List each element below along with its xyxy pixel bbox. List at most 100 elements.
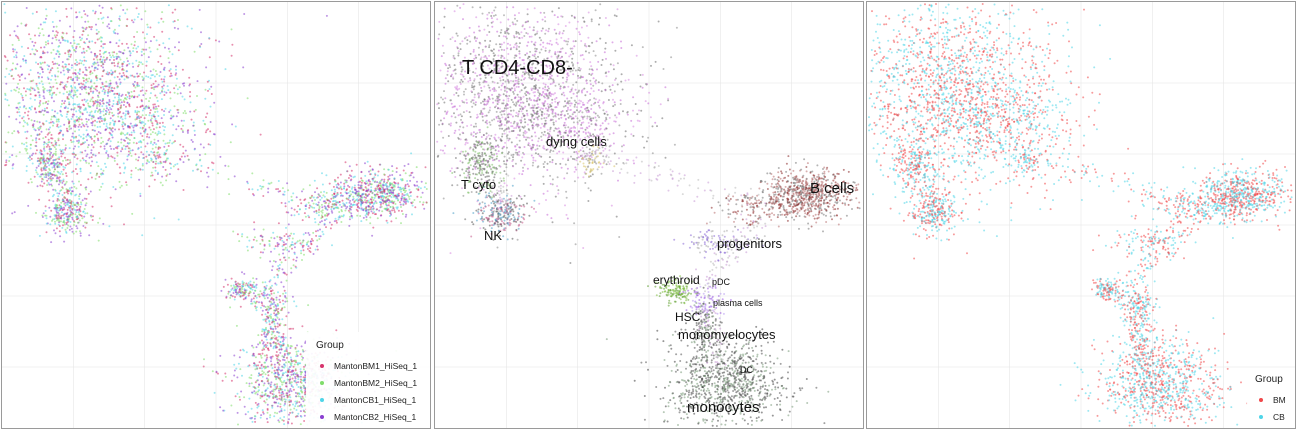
cell-point	[382, 202, 385, 205]
cell-point	[90, 137, 93, 140]
cell-point	[275, 351, 278, 353]
cell-point	[30, 181, 33, 184]
cell-point	[161, 89, 163, 92]
cell-point	[365, 212, 368, 215]
cell-point	[321, 206, 324, 209]
cell-point	[78, 62, 81, 65]
cell-point	[321, 215, 324, 218]
cell-point	[375, 213, 377, 216]
cell-point	[63, 191, 66, 194]
cell-point	[283, 395, 286, 398]
cell-point	[153, 35, 156, 38]
cell-point	[42, 50, 45, 53]
cell-point	[81, 60, 84, 62]
cell-point	[361, 180, 364, 182]
cell-point	[95, 76, 98, 79]
cell-point	[282, 419, 285, 422]
cell-point	[51, 61, 54, 63]
cell-point	[405, 213, 408, 216]
cell-point	[177, 27, 180, 30]
cell-point	[132, 126, 135, 129]
cell-point	[573, 151, 576, 154]
cell-point	[112, 148, 115, 150]
cell-point	[103, 91, 106, 94]
cell-point	[273, 276, 276, 279]
cell-point	[45, 174, 48, 177]
cell-point	[253, 362, 256, 365]
cell-point	[53, 166, 56, 169]
cell-point	[312, 253, 315, 255]
cell-point	[128, 50, 131, 53]
cell-point	[79, 184, 82, 186]
cell-point	[193, 134, 196, 136]
cell-point	[265, 366, 268, 368]
cell-point	[338, 200, 341, 203]
cell-point	[275, 296, 278, 299]
cell-point	[131, 19, 133, 22]
cell-point	[318, 238, 321, 240]
cell-point	[228, 193, 231, 196]
cell-point	[48, 71, 51, 74]
cell-point	[121, 118, 124, 121]
cell-point	[67, 51, 70, 53]
cell-point	[300, 373, 302, 376]
cell-point	[202, 146, 205, 149]
cell-point	[388, 201, 391, 204]
cell-point	[84, 88, 87, 91]
cell-point	[324, 214, 327, 217]
cell-point	[88, 77, 91, 80]
cell-point	[235, 288, 238, 291]
cell-point	[162, 42, 165, 45]
cell-point	[402, 169, 405, 172]
cell-point	[175, 84, 178, 87]
cell-point	[42, 143, 45, 146]
cell-point	[237, 285, 240, 288]
cell-point	[36, 134, 39, 137]
cell-point	[330, 223, 333, 226]
cell-point	[54, 232, 57, 235]
cell-point	[279, 403, 282, 406]
cell-point	[113, 87, 116, 90]
cell-point	[117, 107, 120, 110]
cell-point	[269, 286, 272, 289]
cell-point	[63, 217, 66, 220]
cell-point	[119, 83, 122, 85]
cell-point	[399, 186, 402, 189]
cell-point	[273, 372, 276, 375]
cell-point	[348, 186, 351, 188]
cell-point	[317, 223, 320, 226]
cell-point	[79, 234, 82, 237]
cell-point	[111, 114, 114, 117]
cell-point	[118, 111, 121, 114]
cell-point	[99, 125, 102, 128]
cell-point	[28, 159, 31, 162]
cell-point	[29, 147, 32, 150]
cell-point	[299, 387, 302, 389]
cell-point	[105, 101, 108, 104]
cell-point	[136, 81, 139, 84]
cell-point	[403, 164, 406, 167]
cell-point	[5, 141, 8, 144]
cell-point	[110, 20, 113, 23]
cell-point	[248, 376, 251, 379]
cell-point	[21, 94, 24, 97]
cell-point	[105, 122, 108, 125]
cell-point	[149, 26, 152, 29]
cell-point	[174, 73, 177, 76]
cell-point	[410, 172, 413, 174]
cell-point	[239, 295, 242, 298]
cell-point	[47, 144, 49, 146]
cell-point	[96, 133, 99, 136]
cell-point	[47, 190, 50, 193]
cell-point	[302, 188, 305, 191]
cell-point	[252, 285, 255, 288]
cell-point	[34, 48, 37, 51]
cell-point	[297, 405, 299, 408]
cell-point	[360, 199, 363, 202]
cell-point	[390, 220, 393, 223]
cell-point	[51, 21, 54, 23]
cell-point	[81, 199, 84, 202]
cell-point	[348, 218, 351, 221]
cell-point	[37, 63, 40, 65]
cell-point	[254, 305, 257, 308]
